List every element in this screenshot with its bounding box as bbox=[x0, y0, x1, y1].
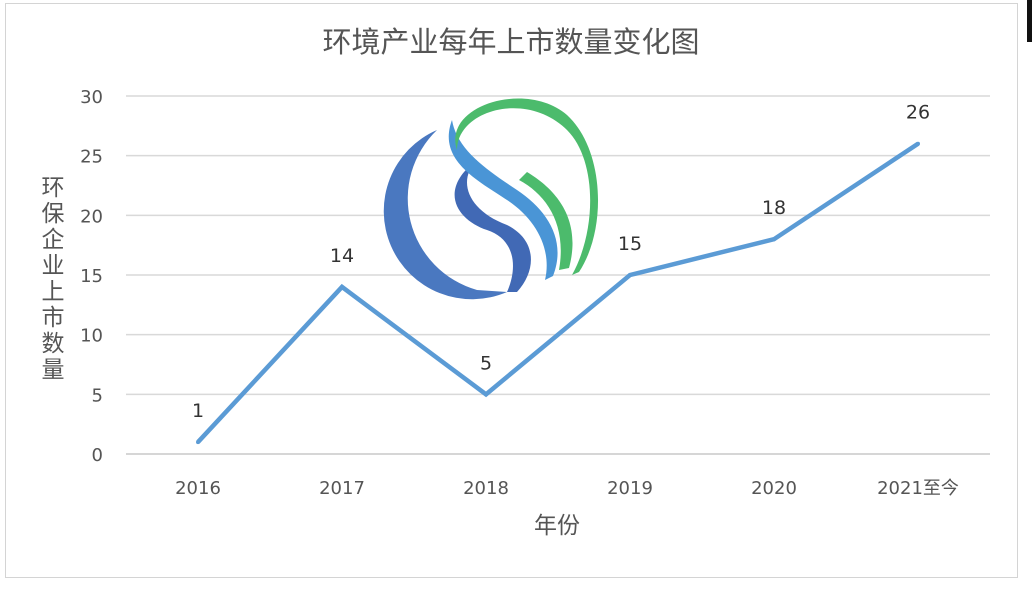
window-edge bbox=[1027, 0, 1032, 42]
data-point bbox=[340, 284, 344, 289]
data-label: 15 bbox=[618, 233, 642, 255]
y-tick-labels: 0 5 10 15 20 25 30 bbox=[80, 87, 103, 466]
x-tick-label: 2019 bbox=[607, 478, 653, 499]
data-point bbox=[484, 392, 488, 397]
y-axis-label-char: 环 bbox=[42, 175, 65, 201]
y-tick-label: 5 bbox=[92, 385, 103, 406]
y-tick-label: 0 bbox=[92, 445, 103, 466]
series-line bbox=[196, 141, 920, 444]
y-tick-label: 25 bbox=[80, 147, 103, 168]
y-axis-label-char: 市 bbox=[42, 305, 65, 331]
data-point bbox=[916, 141, 920, 146]
data-point bbox=[196, 440, 200, 445]
data-point bbox=[628, 273, 632, 277]
y-axis-label-char: 保 bbox=[42, 201, 65, 227]
chart-title: 环境产业每年上市数量变化图 bbox=[322, 25, 699, 59]
y-tick-label: 20 bbox=[80, 206, 103, 227]
logo-watermark bbox=[383, 98, 599, 300]
chart-frame bbox=[5, 3, 1018, 578]
y-axis-label-char: 数 bbox=[42, 331, 65, 357]
data-point bbox=[772, 237, 776, 242]
data-label: 14 bbox=[330, 245, 354, 267]
y-axis-label-char: 上 bbox=[42, 279, 65, 305]
data-label: 26 bbox=[906, 102, 930, 124]
x-tick-label: 2017 bbox=[319, 478, 365, 499]
data-label: 1 bbox=[192, 400, 204, 422]
data-points bbox=[196, 141, 920, 445]
x-axis-label: 年份 bbox=[534, 513, 580, 539]
x-tick-label: 2020 bbox=[751, 478, 797, 499]
x-tick-label: 2021至今 bbox=[877, 478, 959, 499]
y-tick-label: 10 bbox=[80, 326, 103, 347]
x-tick-label: 2018 bbox=[463, 478, 509, 499]
y-axis-label-char: 企 bbox=[42, 227, 65, 253]
x-tick-label: 2016 bbox=[175, 478, 221, 499]
y-tick-label: 15 bbox=[80, 266, 103, 287]
y-tick-label: 30 bbox=[80, 87, 103, 108]
gridlines bbox=[126, 95, 990, 455]
y-axis-label-char: 业 bbox=[42, 253, 65, 279]
y-axis-label-char: 量 bbox=[42, 357, 65, 383]
x-tick-labels: 2016 2017 2018 2019 2020 2021至今 bbox=[175, 478, 959, 499]
data-label: 5 bbox=[480, 352, 492, 374]
data-label: 18 bbox=[762, 197, 786, 219]
data-labels: 1 14 5 15 18 26 bbox=[192, 102, 930, 422]
